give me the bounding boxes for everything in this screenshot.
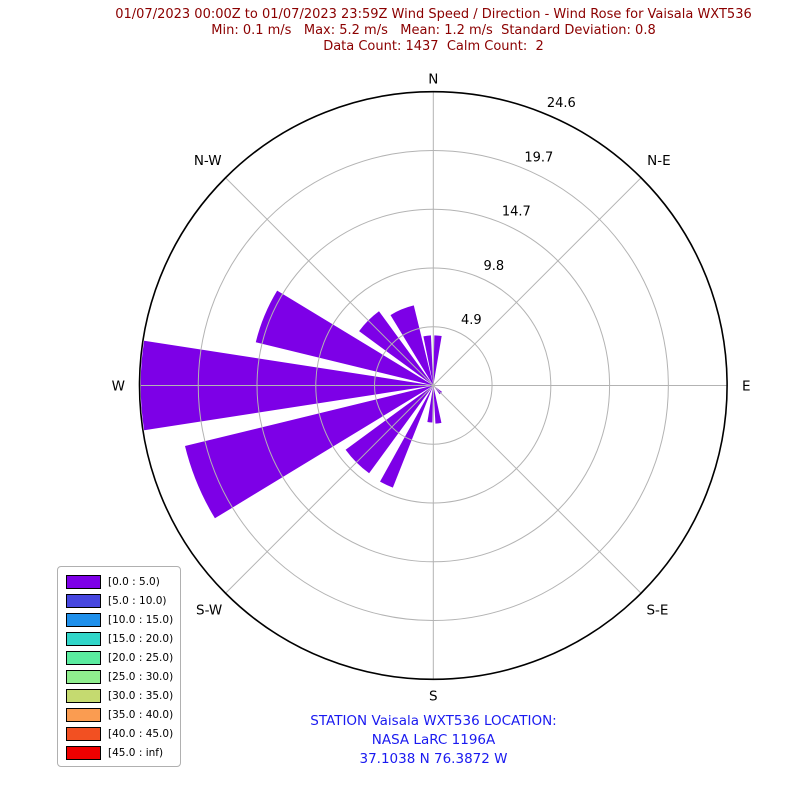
wind-sector-wedge xyxy=(390,305,434,386)
legend-bin-label: [25.0 : 30.0) xyxy=(108,670,174,683)
legend-color-swatch xyxy=(66,631,101,646)
legend-item: [15.0 : 20.0) xyxy=(58,629,180,648)
compass-label: S-E xyxy=(646,603,668,619)
legend-bin-label: [20.0 : 25.0) xyxy=(108,651,174,664)
compass-label: N xyxy=(428,72,438,88)
legend-bin-label: [15.0 : 20.0) xyxy=(108,632,174,645)
legend-color-swatch xyxy=(66,707,101,722)
spoke-gridline xyxy=(225,177,642,594)
legend-color-swatch xyxy=(66,745,101,760)
legend-bin-label: [30.0 : 35.0) xyxy=(108,689,174,702)
legend-item: [10.0 : 15.0) xyxy=(58,610,180,629)
compass-label: N-W xyxy=(194,153,222,169)
legend-color-swatch xyxy=(66,574,101,589)
ring-label: 14.7 xyxy=(502,205,531,220)
wind-sector-wedge xyxy=(184,385,434,519)
wind-sector-wedge xyxy=(423,335,434,386)
legend-color-swatch xyxy=(66,726,101,741)
legend-item: [40.0 : 45.0) xyxy=(58,724,180,743)
legend-bin-label: [35.0 : 40.0) xyxy=(108,708,174,721)
ring-gridline xyxy=(197,149,669,622)
ring-gridline xyxy=(256,208,611,563)
legend-item: [5.0 : 10.0) xyxy=(58,591,180,610)
compass-label: W xyxy=(112,379,125,395)
wind-sector-wedge xyxy=(427,385,434,423)
chart-title-line1: 01/07/2023 00:00Z to 01/07/2023 23:59Z W… xyxy=(115,7,752,22)
compass-label: S-W xyxy=(196,603,222,619)
legend-color-swatch xyxy=(66,612,101,627)
legend-color-swatch xyxy=(66,593,101,608)
wind-sector-wedges xyxy=(140,290,442,519)
chart-counts-line: Data Count: 1437 Calm Count: 2 xyxy=(323,39,544,54)
ring-label: 19.7 xyxy=(524,150,553,165)
station-location-label: STATION Vaisala WXT536 LOCATION: xyxy=(310,713,557,729)
compass-label: S xyxy=(429,689,438,705)
legend-item: [35.0 : 40.0) xyxy=(58,705,180,724)
wind-sector-wedge xyxy=(255,290,434,386)
polar-gridlines xyxy=(138,90,728,681)
speed-bin-legend: [0.0 : 5.0) [5.0 : 10.0) [10.0 : 15.0) [15.… xyxy=(57,566,181,767)
station-site-label: NASA LaRC 1196A xyxy=(371,732,496,748)
legend-item: [30.0 : 35.0) xyxy=(58,686,180,705)
ring-label: 24.6 xyxy=(547,96,576,111)
legend-bin-label: [5.0 : 10.0) xyxy=(108,594,167,607)
radial-tick-labels: 4.9 9.8 14.7 19.7 24.6 xyxy=(461,96,576,328)
legend-item: [20.0 : 25.0) xyxy=(58,648,180,667)
legend-item: [45.0 : inf) xyxy=(58,743,180,762)
legend-bin-label: [45.0 : inf) xyxy=(108,746,164,759)
legend-item: [25.0 : 30.0) xyxy=(58,667,180,686)
compass-direction-labels: N N-E E S-E S S-W W N-W xyxy=(112,72,751,705)
ring-gridline xyxy=(374,326,493,445)
compass-label: E xyxy=(742,379,751,395)
ring-label: 9.8 xyxy=(484,259,505,274)
outer-circle xyxy=(138,90,728,681)
legend-bin-label: [0.0 : 5.0) xyxy=(108,575,160,588)
chart-stats-line: Min: 0.1 m/s Max: 5.2 m/s Mean: 1.2 m/s … xyxy=(211,23,656,38)
legend-color-swatch xyxy=(66,669,101,684)
legend-bin-label: [10.0 : 15.0) xyxy=(108,613,174,626)
station-coordinates-label: 37.1038 N 76.3872 W xyxy=(359,751,508,767)
legend-item: [0.0 : 5.0) xyxy=(58,572,180,591)
ring-gridline xyxy=(315,267,552,504)
wind-sector-wedge xyxy=(433,335,442,386)
compass-label: N-E xyxy=(647,153,671,169)
wind-sector-wedge xyxy=(380,385,434,488)
legend-bin-label: [40.0 : 45.0) xyxy=(108,727,174,740)
ring-label: 4.9 xyxy=(461,313,482,328)
legend-color-swatch xyxy=(66,688,101,703)
legend-color-swatch xyxy=(66,650,101,665)
wind-sector-wedge xyxy=(433,385,442,424)
